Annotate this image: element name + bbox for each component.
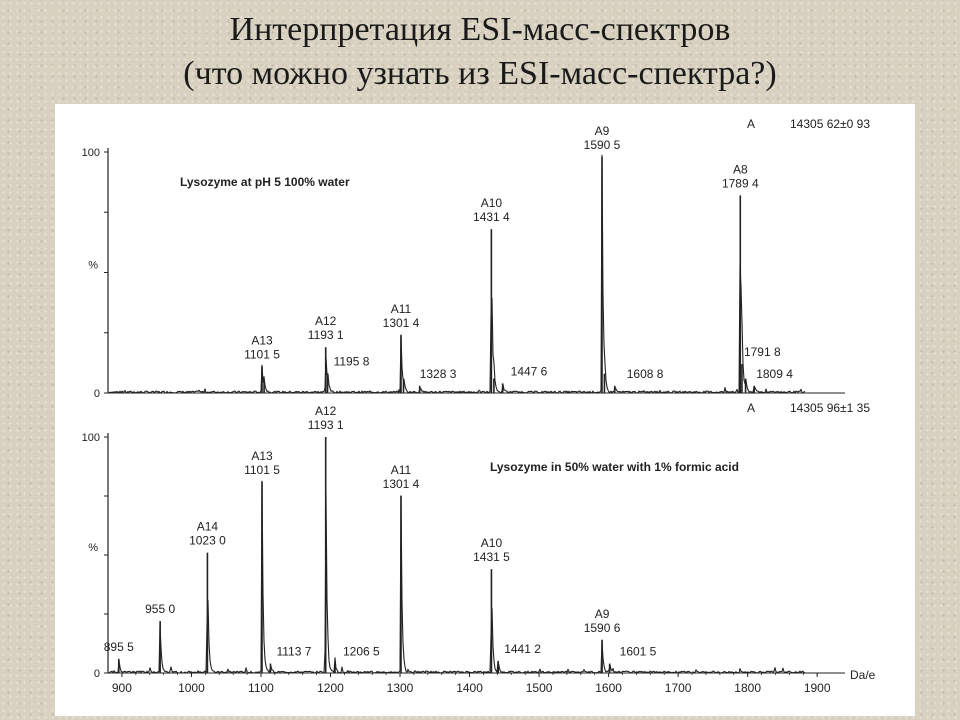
peak-ion-label: A10 — [481, 536, 503, 550]
spectrum-title: Lysozyme at pH 5 100% water — [180, 175, 350, 189]
x-tick-label-1800: 1800 — [734, 681, 761, 695]
mass-annotation-label: A — [747, 401, 755, 415]
peak-mz-label: 1791 8 — [744, 345, 781, 359]
slide-title-line-2: (что можно узнать из ESI-масс-спектра?) — [183, 55, 777, 92]
y-axis-label: % — [88, 260, 98, 272]
slide-title: Интерпретация ESI-масс-спектров (что мож… — [0, 8, 960, 96]
spectrum-title: Lysozyme in 50% water with 1% formic aci… — [490, 460, 739, 474]
x-tick-label-1100: 1100 — [248, 681, 274, 695]
peak-ion-label: A12 — [315, 314, 337, 328]
peak-mz-label: 1206 5 — [343, 645, 380, 659]
y-tick-label-0: 0 — [94, 388, 100, 400]
peak-ion-label: A10 — [481, 196, 503, 210]
peak-mz-label: 1590 6 — [584, 621, 621, 635]
peak-mz-label: 955 0 — [145, 602, 175, 616]
mass-annotation-label: A — [747, 117, 755, 131]
peak-mz-label: 895 5 — [104, 640, 134, 654]
peak-mz-label: 1447 6 — [511, 364, 548, 378]
peak-mz-label: 1431 5 — [473, 550, 510, 564]
peak-mz-label: 1101 5 — [244, 347, 280, 361]
peak-ion-label: A9 — [595, 607, 610, 621]
peak-mz-label: 1590 5 — [584, 138, 621, 152]
peak-mz-label: 1301 4 — [383, 477, 420, 491]
y-axis-label: % — [88, 542, 98, 554]
peak-mz-label: 1328 3 — [420, 367, 457, 381]
x-tick-label-1400: 1400 — [456, 681, 483, 695]
x-tick-label-1600: 1600 — [595, 681, 622, 695]
slide-title-line-1: Интерпретация ESI-масс-спектров — [229, 11, 731, 48]
peak-mz-label: 1441 2 — [504, 642, 541, 656]
peak-mz-label: 1789 4 — [722, 176, 759, 190]
x-tick-label-1500: 1500 — [526, 681, 553, 695]
mass-annotation-value: 14305 96±1 35 — [790, 401, 870, 415]
peak-mz-label: 1113 7 — [276, 645, 311, 659]
x-tick-label-1000: 1000 — [178, 681, 205, 695]
x-tick-label-1300: 1300 — [387, 681, 414, 695]
y-tick-label-100: 100 — [82, 432, 100, 444]
x-tick-label-1900: 1900 — [804, 681, 831, 695]
y-tick-label-100: 100 — [82, 147, 100, 159]
peak-mz-label: 1601 5 — [620, 645, 657, 659]
peak-mz-label: 1608 8 — [627, 367, 664, 381]
mass-annotation-value: 14305 62±0 93 — [790, 117, 870, 131]
peak-mz-label: 1301 4 — [383, 316, 420, 330]
peak-ion-label: A12 — [315, 404, 337, 418]
peak-ion-label: A8 — [733, 162, 748, 176]
peak-mz-label: 1101 5 — [244, 463, 280, 477]
peak-mz-label: 1195 8 — [334, 355, 370, 369]
peak-mz-label: 1193 1 — [308, 328, 344, 342]
peak-mz-label: 1193 1 — [308, 418, 344, 432]
spectrum-trace — [108, 154, 806, 394]
y-tick-label-0: 0 — [94, 668, 100, 680]
peak-ion-label: A13 — [251, 333, 273, 347]
peak-ion-label: A13 — [251, 449, 273, 463]
peak-ion-label: A11 — [391, 302, 412, 316]
peak-mz-label: 1023 0 — [189, 534, 226, 548]
peak-ion-label: A9 — [595, 124, 610, 138]
spectrum-trace — [108, 480, 806, 674]
x-tick-label-1200: 1200 — [317, 681, 344, 695]
peak-ion-label: A14 — [197, 520, 219, 534]
x-tick-label-900: 900 — [112, 681, 132, 695]
peak-mz-label: 1809 4 — [756, 367, 793, 381]
x-tick-label-1700: 1700 — [665, 681, 692, 695]
x-axis-label: Da/e — [850, 668, 876, 682]
mass-spectra-figure: 100 0% A13 1101 5 A12 1193 1 1195 8 A11 1301 4 13… — [55, 104, 915, 716]
peak-ion-label: A11 — [391, 463, 412, 477]
peak-mz-label: 1431 4 — [473, 210, 510, 224]
